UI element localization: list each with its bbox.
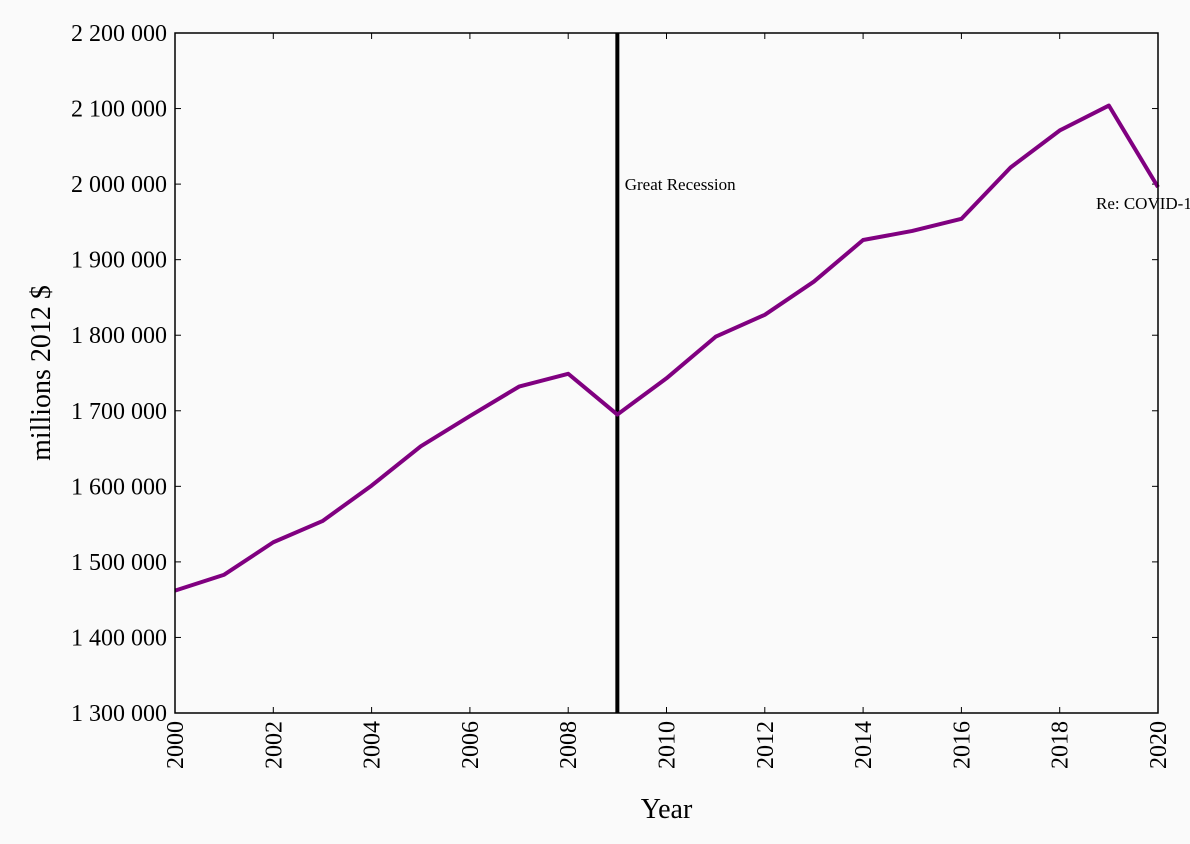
x-tick-label: 2006 [458, 721, 484, 769]
y-tick-label: 1 800 000 [71, 323, 167, 349]
x-tick-label: 2004 [360, 721, 386, 769]
y-tick-label: 1 700 000 [71, 399, 167, 425]
annotation-label: Re: COVID-19 [1096, 194, 1190, 213]
x-tick-label: 2002 [261, 721, 287, 769]
y-tick-label: 1 500 000 [71, 550, 167, 576]
y-tick-label: 1 600 000 [71, 474, 167, 500]
plot-frame [174, 32, 1159, 714]
marks-layer [174, 33, 1160, 713]
x-tick-label: 2008 [556, 721, 582, 769]
y-tick-label: 1 300 000 [71, 701, 167, 727]
y-tick-label: 1 400 000 [71, 625, 167, 651]
x-tick-label: 2020 [1146, 721, 1172, 769]
y-tick-label: 2 200 000 [71, 21, 167, 47]
annotation-label: Great Recession [625, 175, 736, 194]
y-tick-label: 2 000 000 [71, 172, 167, 198]
x-tick-label: 2016 [949, 721, 975, 769]
x-tick-label: 2012 [753, 721, 779, 769]
series-line [174, 103, 1160, 593]
x-axis-title: Year [641, 794, 693, 825]
labels-layer: 1 300 000 1 400 000 1 500 000 1 600 000 1 70… [71, 21, 1190, 769]
y-tick-label: 2 100 000 [71, 97, 167, 123]
y-axis-title: millions 2012 $ [26, 285, 57, 461]
x-tick-label: 2000 [163, 721, 189, 769]
y-tick-label: 1 900 000 [71, 248, 167, 274]
x-tick-label: 2010 [655, 721, 681, 769]
x-tick-label: 2014 [851, 721, 877, 769]
ticks-layer [174, 32, 1159, 714]
x-tick-label: 2018 [1048, 721, 1074, 769]
